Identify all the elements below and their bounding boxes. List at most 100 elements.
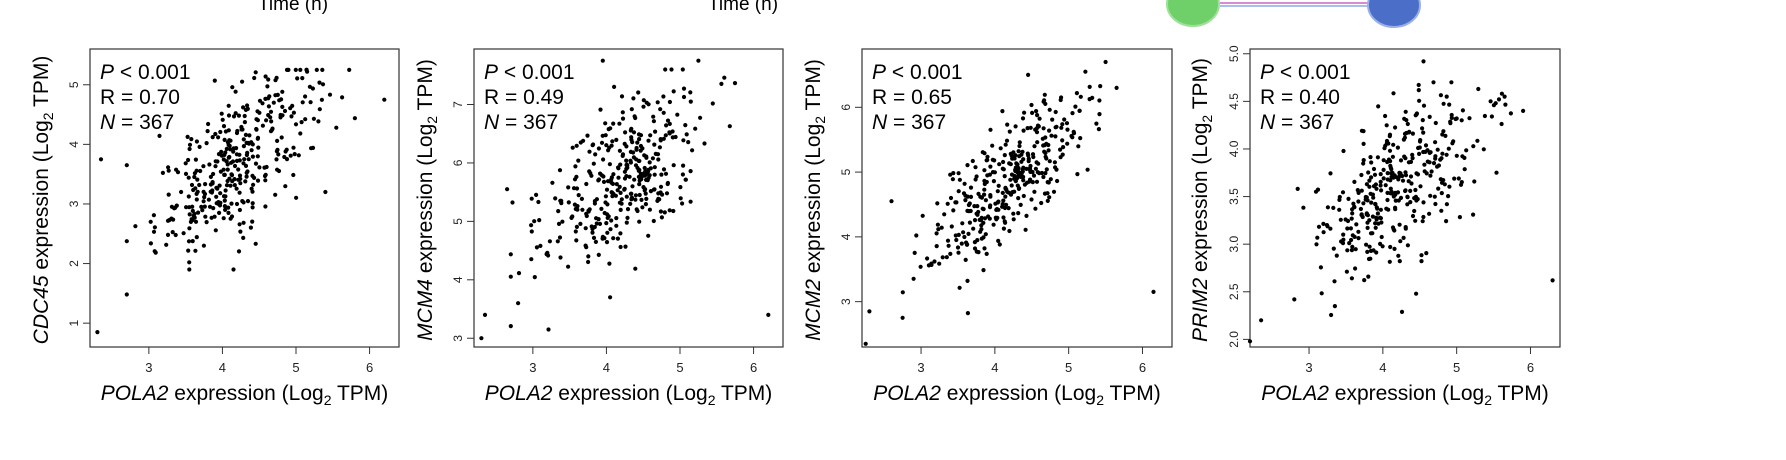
y-tick-label: 7 <box>451 101 465 108</box>
data-point <box>635 165 640 170</box>
stat-n-value: N = 367 <box>1260 111 1334 134</box>
data-point <box>219 111 224 116</box>
data-point <box>303 94 308 99</box>
data-point <box>611 121 616 126</box>
data-point <box>1406 179 1411 184</box>
data-point <box>1011 217 1016 222</box>
data-point <box>1340 190 1346 195</box>
data-point <box>242 157 247 162</box>
data-point <box>623 130 628 135</box>
data-point <box>617 121 622 126</box>
data-point <box>675 112 680 117</box>
data-point <box>625 207 631 212</box>
data-point <box>591 142 596 147</box>
data-point <box>622 187 627 192</box>
data-point <box>587 169 592 174</box>
y-tick-label: 4 <box>451 276 465 283</box>
data-point <box>1332 304 1337 309</box>
data-point <box>610 139 615 144</box>
data-point <box>976 250 981 255</box>
x-axis-subscript: 2 <box>708 392 716 408</box>
data-point <box>1449 115 1454 120</box>
data-point <box>320 67 325 72</box>
data-point <box>1389 174 1394 180</box>
data-point <box>900 315 905 320</box>
data-point <box>1055 178 1060 184</box>
data-point <box>661 167 667 172</box>
data-point <box>616 175 621 180</box>
data-point <box>1078 94 1083 99</box>
y-tick-label: 3 <box>451 335 465 342</box>
data-point <box>658 138 663 143</box>
data-point <box>479 336 484 341</box>
data-point <box>1345 226 1350 231</box>
data-point <box>185 134 190 139</box>
data-point <box>538 243 543 248</box>
data-point <box>241 220 246 225</box>
data-point <box>276 168 282 174</box>
data-point <box>286 67 291 72</box>
data-point <box>245 199 251 204</box>
data-point <box>1396 174 1402 179</box>
data-point <box>599 173 605 178</box>
data-point <box>1410 156 1415 161</box>
data-point <box>1398 239 1403 244</box>
blue-node-icon <box>1367 0 1421 28</box>
data-point <box>1482 113 1487 119</box>
data-point <box>604 143 609 148</box>
data-point <box>1423 143 1429 148</box>
data-point <box>678 185 683 190</box>
data-point <box>1367 178 1372 183</box>
data-point <box>965 208 970 213</box>
data-point <box>988 194 993 199</box>
data-point <box>1378 179 1383 184</box>
data-point <box>1398 195 1404 200</box>
data-point <box>1366 170 1371 175</box>
data-point <box>1025 126 1030 131</box>
data-point <box>1374 250 1379 255</box>
n-value-text: = 367 <box>499 111 558 134</box>
data-point <box>671 89 676 94</box>
data-point <box>1048 177 1053 182</box>
data-point <box>1421 130 1426 135</box>
data-point <box>1002 153 1007 158</box>
data-point <box>688 99 693 104</box>
data-point <box>984 251 989 256</box>
data-point <box>596 177 602 182</box>
data-point <box>1325 205 1330 210</box>
data-point <box>605 179 611 184</box>
data-point <box>1369 160 1374 165</box>
data-point <box>1032 189 1037 194</box>
x-tick-label: 5 <box>292 360 299 375</box>
data-point <box>1444 94 1449 99</box>
data-point <box>628 160 634 165</box>
data-point <box>293 67 298 72</box>
data-point <box>1385 197 1390 203</box>
data-point <box>658 190 663 195</box>
data-point <box>1071 131 1077 136</box>
data-point <box>1370 231 1375 236</box>
n-value-text: = 367 <box>115 111 174 134</box>
data-point <box>1074 91 1079 96</box>
data-point <box>625 163 630 168</box>
data-point <box>572 202 578 207</box>
data-point <box>990 157 995 162</box>
data-point <box>1018 202 1023 207</box>
data-point <box>988 127 993 132</box>
data-point <box>1418 138 1423 143</box>
data-point <box>982 187 987 192</box>
data-point <box>279 135 284 140</box>
data-point <box>266 104 271 109</box>
data-point <box>604 187 610 192</box>
data-point <box>190 217 195 223</box>
data-point <box>949 224 954 229</box>
data-point <box>1370 214 1375 219</box>
y-tick-label: 2 <box>67 260 81 267</box>
data-point <box>618 231 623 236</box>
data-point <box>1000 109 1005 114</box>
x-tick-label: 3 <box>529 360 536 375</box>
data-point <box>614 223 619 228</box>
y-axis-label: MCM2 expression (Log2 TPM) <box>802 59 828 341</box>
data-point <box>1385 171 1390 176</box>
data-point <box>1364 242 1369 247</box>
